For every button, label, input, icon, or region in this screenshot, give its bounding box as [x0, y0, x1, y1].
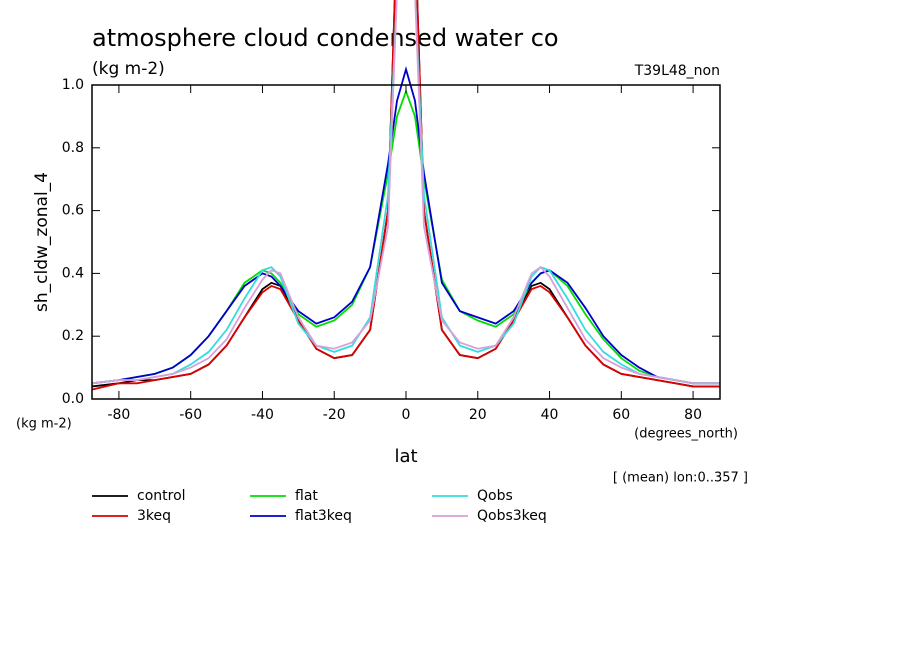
x-tick-label: 60 — [612, 407, 630, 423]
y-tick-label: 0.4 — [62, 265, 84, 281]
plot-lines — [92, 0, 720, 391]
x-tick-label: -80 — [107, 407, 130, 423]
y-tick-label: 0.6 — [62, 203, 84, 219]
series-line — [92, 0, 720, 391]
legend-label: Qobs — [477, 488, 513, 504]
series-line — [92, 0, 720, 388]
x-tick-label: 40 — [541, 407, 559, 423]
y-tick-label: 0.0 — [62, 391, 84, 407]
series-line — [92, 0, 720, 385]
y-tick-label: 0.8 — [62, 140, 84, 156]
y-axis-label: sh_cldw_zonal_4 — [32, 172, 52, 312]
legend-label: flat — [295, 488, 318, 504]
x-tick-label: 0 — [402, 407, 411, 423]
x-tick-label: -40 — [251, 407, 274, 423]
annotation: T39L48_non — [634, 63, 720, 79]
legend-label: Qobs3keq — [477, 508, 547, 524]
subtitle: (kg m-2) — [92, 59, 165, 79]
series-line — [92, 66, 720, 385]
x-tick-label: 20 — [469, 407, 487, 423]
series-line — [92, 0, 720, 385]
plot-frame — [91, 84, 721, 400]
y-tick-label: 1.0 — [62, 77, 84, 93]
y-units: (kg m-2) — [16, 417, 72, 432]
x-units: (degrees_north) — [634, 427, 738, 442]
x-tick-label: -60 — [179, 407, 202, 423]
series-line — [92, 88, 720, 385]
legend-label: flat3keq — [295, 508, 352, 524]
x-axis-label: lat — [394, 446, 417, 467]
legend-label: 3keq — [137, 508, 171, 524]
y-tick-label: 0.2 — [62, 328, 84, 344]
note: [ (mean) lon:0..357 ] — [613, 471, 748, 486]
x-tick-label: -20 — [323, 407, 346, 423]
x-tick-label: 80 — [684, 407, 702, 423]
chart-title: atmosphere cloud condensed water co — [92, 24, 559, 52]
legend-label: control — [137, 488, 186, 504]
